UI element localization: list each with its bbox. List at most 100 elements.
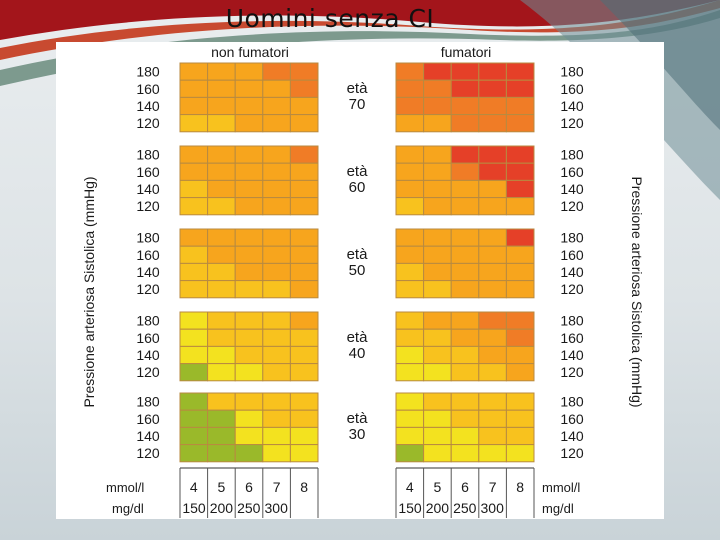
non-smokers-header: non fumatori <box>211 44 289 60</box>
risk-cell-right-age60-r1-c1 <box>423 162 452 181</box>
left-axis-label: Pressione arteriosa Sistolica (mmHg) <box>81 176 97 407</box>
risk-cell-right-age70-r3-c4 <box>505 114 535 133</box>
risk-cell-right-age30-r0-c4 <box>505 392 535 411</box>
pressure-tick-left: 160 <box>136 164 160 180</box>
mgdl-label-right: mg/dl <box>542 501 574 516</box>
risk-cell-right-age30-r0-c1 <box>423 392 452 411</box>
risk-cell-left-age60-r1-c1 <box>207 162 236 181</box>
risk-cell-left-age60-r1-c4 <box>289 162 319 181</box>
risk-cell-left-age50-r0-c2 <box>234 228 264 247</box>
risk-cell-right-age40-r3-c1 <box>423 363 452 382</box>
risk-cell-left-age50-r3-c3 <box>262 280 291 299</box>
mgdl-tick: 250 <box>237 500 261 516</box>
risk-cell-right-age70-r0-c3 <box>478 62 507 81</box>
risk-cell-right-age50-r0-c1 <box>423 228 452 247</box>
smokers-header: fumatori <box>441 44 492 60</box>
risk-cell-right-age40-r1-c3 <box>478 328 507 347</box>
pressure-tick-left: 160 <box>136 411 160 427</box>
risk-cell-left-age60-r2-c4 <box>289 179 319 199</box>
mmol-tick: 6 <box>245 479 253 495</box>
risk-cell-right-age50-r1-c2 <box>450 245 480 264</box>
risk-cell-right-age50-r0-c2 <box>450 228 480 247</box>
risk-cell-left-age50-r1-c2 <box>234 245 264 264</box>
risk-cell-right-age50-r1-c1 <box>423 245 452 264</box>
risk-cell-left-age60-r0-c4 <box>289 145 319 164</box>
risk-cell-left-age40-r2-c1 <box>207 345 236 365</box>
risk-cell-left-age30-r2-c4 <box>289 426 319 446</box>
risk-cell-right-age50-r3-c4 <box>505 280 535 299</box>
risk-cell-left-age70-r3-c0 <box>179 114 209 133</box>
pressure-tick-left: 180 <box>136 394 160 410</box>
risk-cell-left-age70-r1-c1 <box>207 79 236 98</box>
risk-cell-right-age70-r1-c3 <box>478 79 507 98</box>
pressure-tick-left: 180 <box>136 64 160 80</box>
mmol-label-left: mmol/l <box>106 480 144 495</box>
risk-cell-right-age40-r2-c2 <box>450 345 480 365</box>
risk-cell-left-age50-r1-c0 <box>179 245 209 264</box>
risk-cell-left-age50-r3-c2 <box>234 280 264 299</box>
risk-cell-left-age40-r0-c1 <box>207 311 236 330</box>
mgdl-tick: 150 <box>182 500 206 516</box>
risk-cell-right-age40-r3-c0 <box>395 363 425 382</box>
risk-cell-left-age30-r3-c4 <box>289 444 319 463</box>
risk-cell-right-age30-r1-c2 <box>450 409 480 428</box>
risk-cell-right-age30-r3-c1 <box>423 444 452 463</box>
risk-cell-left-age40-r3-c3 <box>262 363 291 382</box>
pressure-tick-right: 140 <box>560 428 584 444</box>
pressure-tick-right: 120 <box>560 364 584 380</box>
risk-cell-left-age50-r2-c3 <box>262 262 291 282</box>
risk-cell-left-age40-r3-c1 <box>207 363 236 382</box>
pressure-tick-right: 120 <box>560 115 584 131</box>
mmol-tick: 6 <box>461 479 469 495</box>
risk-cell-left-age50-r3-c4 <box>289 280 319 299</box>
right-axis-label: Pressione arteriosa Sistolica (mmHg) <box>629 176 645 407</box>
pressure-tick-right: 160 <box>560 330 584 346</box>
risk-cell-right-age60-r3-c0 <box>395 197 425 216</box>
risk-cell-left-age60-r0-c1 <box>207 145 236 164</box>
risk-cell-left-age70-r3-c1 <box>207 114 236 133</box>
risk-cell-left-age70-r2-c1 <box>207 96 236 116</box>
risk-cell-right-age40-r1-c4 <box>505 328 535 347</box>
risk-cell-left-age50-r2-c0 <box>179 262 209 282</box>
pressure-tick-left: 160 <box>136 81 160 97</box>
risk-cell-right-age70-r2-c0 <box>395 96 425 116</box>
mmol-label-right: mmol/l <box>542 480 580 495</box>
risk-cell-left-age60-r2-c0 <box>179 179 209 199</box>
risk-cell-right-age50-r2-c1 <box>423 262 452 282</box>
risk-cell-left-age60-r0-c0 <box>179 145 209 164</box>
risk-cell-left-age60-r3-c4 <box>289 197 319 216</box>
age-word: età <box>347 163 369 180</box>
risk-cell-left-age70-r1-c3 <box>262 79 291 98</box>
pressure-tick-right: 140 <box>560 264 584 280</box>
mgdl-tick: 200 <box>210 500 234 516</box>
risk-cell-left-age40-r3-c2 <box>234 363 264 382</box>
risk-cell-right-age70-r2-c1 <box>423 96 452 116</box>
age-word: età <box>347 410 369 427</box>
risk-cell-right-age60-r0-c4 <box>505 145 535 164</box>
risk-cell-right-age50-r2-c3 <box>478 262 507 282</box>
pressure-tick-right: 120 <box>560 198 584 214</box>
mmol-tick: 4 <box>190 479 198 495</box>
risk-cell-right-age40-r0-c4 <box>505 311 535 330</box>
risk-cell-right-age60-r2-c3 <box>478 179 507 199</box>
risk-cell-right-age30-r3-c2 <box>450 444 480 463</box>
risk-cell-right-age30-r0-c0 <box>395 392 425 411</box>
risk-cell-left-age70-r2-c0 <box>179 96 209 116</box>
risk-cell-left-age30-r3-c3 <box>262 444 291 463</box>
risk-cell-right-age50-r2-c0 <box>395 262 425 282</box>
risk-cell-left-age30-r0-c0 <box>179 392 209 411</box>
mmol-tick: 8 <box>516 479 524 495</box>
pressure-tick-left: 180 <box>136 313 160 329</box>
mmol-tick: 5 <box>218 479 226 495</box>
risk-cell-right-age50-r2-c4 <box>505 262 535 282</box>
risk-cell-right-age70-r1-c1 <box>423 79 452 98</box>
pressure-tick-left: 140 <box>136 428 160 444</box>
risk-chart-panel: non fumatori fumatori Pressione arterios… <box>56 42 664 519</box>
risk-cell-right-age60-r3-c3 <box>478 197 507 216</box>
risk-cell-left-age70-r1-c0 <box>179 79 209 98</box>
risk-cell-right-age60-r0-c2 <box>450 145 480 164</box>
risk-cell-left-age30-r1-c2 <box>234 409 264 428</box>
risk-cell-left-age60-r3-c2 <box>234 197 264 216</box>
risk-cell-right-age60-r1-c3 <box>478 162 507 181</box>
risk-cell-right-age50-r0-c4 <box>505 228 535 247</box>
